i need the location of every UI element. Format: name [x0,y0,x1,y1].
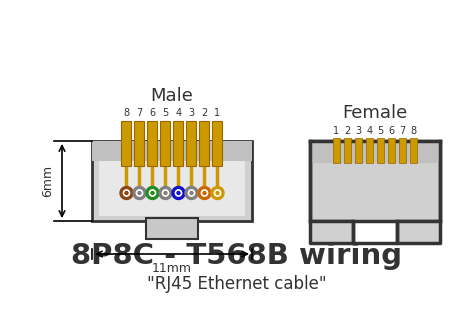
Circle shape [137,190,143,196]
Bar [212,121,222,166]
Text: 8: 8 [123,108,129,118]
Circle shape [177,191,180,194]
Bar [410,138,417,163]
Bar [366,138,373,163]
Bar [147,121,157,166]
Circle shape [185,187,198,200]
Text: 1: 1 [214,108,220,118]
Circle shape [190,191,193,194]
Circle shape [123,190,130,196]
Bar [200,121,210,166]
Bar [99,161,245,216]
Circle shape [201,190,208,196]
Text: Female: Female [342,104,408,122]
Bar [310,221,353,243]
Circle shape [172,187,185,200]
Circle shape [146,187,159,200]
Bar [186,121,197,166]
Bar [92,141,252,161]
Text: 5: 5 [163,108,169,118]
Circle shape [120,187,133,200]
Text: 3: 3 [189,108,194,118]
Bar [344,138,351,163]
Circle shape [203,191,206,194]
Bar [310,141,440,221]
Text: 5: 5 [377,126,383,136]
Circle shape [175,190,182,196]
Circle shape [214,190,221,196]
Circle shape [149,190,155,196]
Text: "RJ45 Ethernet cable": "RJ45 Ethernet cable" [147,275,327,293]
Circle shape [125,191,128,194]
Text: Male: Male [151,87,193,105]
Circle shape [188,190,195,196]
Circle shape [198,187,211,200]
Circle shape [138,191,141,194]
Bar [161,121,171,166]
Text: 4: 4 [366,126,373,136]
Circle shape [151,191,154,194]
Circle shape [133,187,146,200]
Text: 4: 4 [175,108,182,118]
Bar [173,121,183,166]
Bar [355,138,362,163]
Bar [333,138,340,163]
Bar [399,138,406,163]
Text: 6: 6 [388,126,394,136]
Bar [377,138,384,163]
Text: 7: 7 [137,108,143,118]
Circle shape [216,191,219,194]
Bar [121,121,131,166]
Bar [388,138,395,163]
Bar [92,141,252,221]
Circle shape [164,191,167,194]
Text: 2: 2 [201,108,208,118]
Text: 8P8C - T568B wiring: 8P8C - T568B wiring [72,242,402,270]
Text: 6mm: 6mm [41,165,54,197]
Bar [397,221,440,243]
Text: 8: 8 [410,126,417,136]
Circle shape [211,187,224,200]
Text: 7: 7 [400,126,406,136]
Text: 2: 2 [345,126,351,136]
Circle shape [162,190,169,196]
Text: 3: 3 [356,126,362,136]
Bar [310,141,440,163]
Bar [146,218,198,239]
Text: 6: 6 [149,108,155,118]
Text: 1: 1 [333,126,339,136]
Bar [135,121,145,166]
Circle shape [159,187,172,200]
Text: 11mm: 11mm [152,262,192,275]
